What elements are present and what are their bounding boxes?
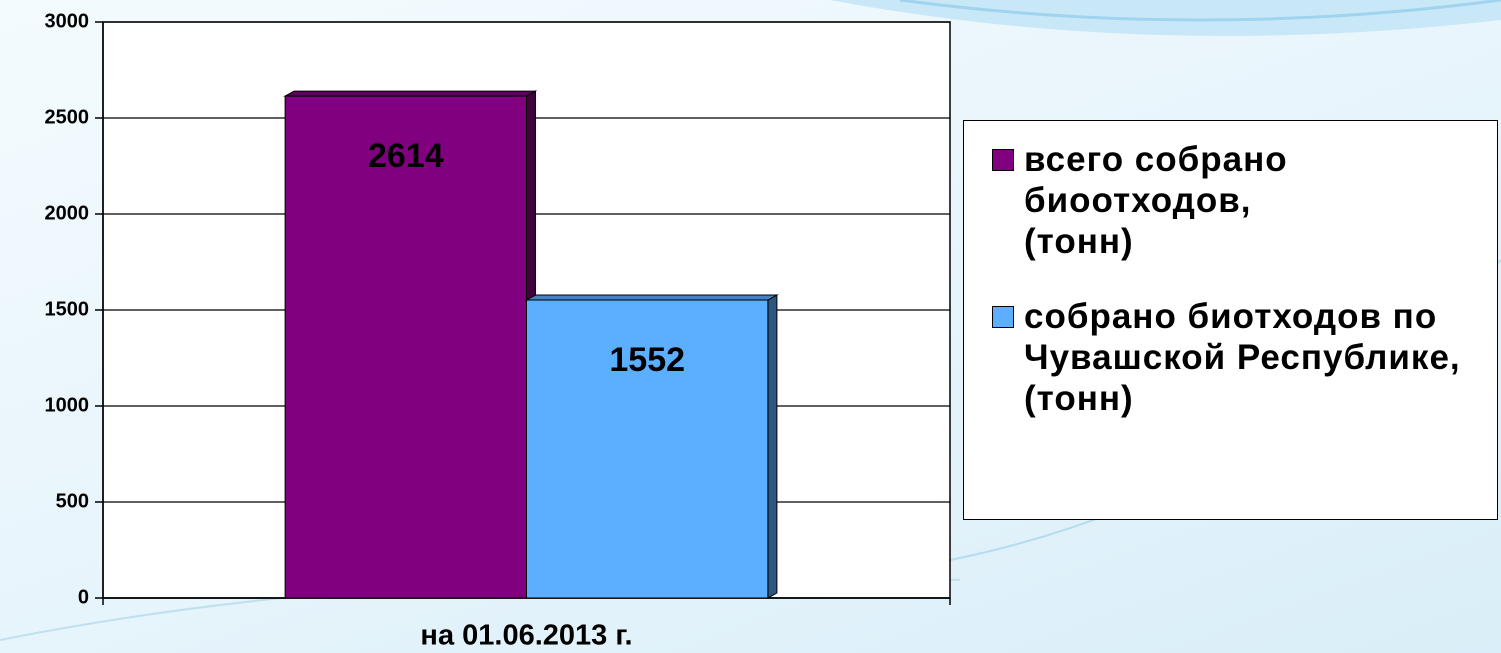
bar [526, 299, 769, 599]
legend: всего собрано биоотходов, (тонн) собрано … [963, 120, 1498, 520]
y-tick-label: 1500 [45, 298, 90, 320]
value-label: 1552 [609, 341, 685, 379]
bar-top [524, 294, 779, 301]
value-label: 2614 [368, 137, 444, 175]
y-tick-label: 1000 [45, 394, 90, 416]
legend-label: всего собрано биоотходов, (тонн) [1024, 140, 1288, 261]
legend-swatch [992, 306, 1014, 328]
legend-swatch [992, 149, 1014, 171]
y-tick-label: 3000 [45, 10, 90, 32]
y-tick-label: 500 [56, 490, 89, 512]
y-tick-label: 2000 [45, 202, 90, 224]
legend-item: всего собрано биоотходов, (тонн) [992, 139, 1487, 262]
legend-item: собрано биотходов по Чувашской Республик… [992, 296, 1487, 419]
bar [284, 95, 528, 599]
legend-label: собрано биотходов по Чувашской Республик… [1024, 297, 1461, 418]
bar-top [283, 90, 538, 97]
y-tick-label: 0 [78, 586, 89, 608]
y-tick-label: 2500 [45, 106, 90, 128]
x-tick-label: на 01.06.2013 г. [420, 620, 632, 652]
bar-side [767, 294, 778, 599]
